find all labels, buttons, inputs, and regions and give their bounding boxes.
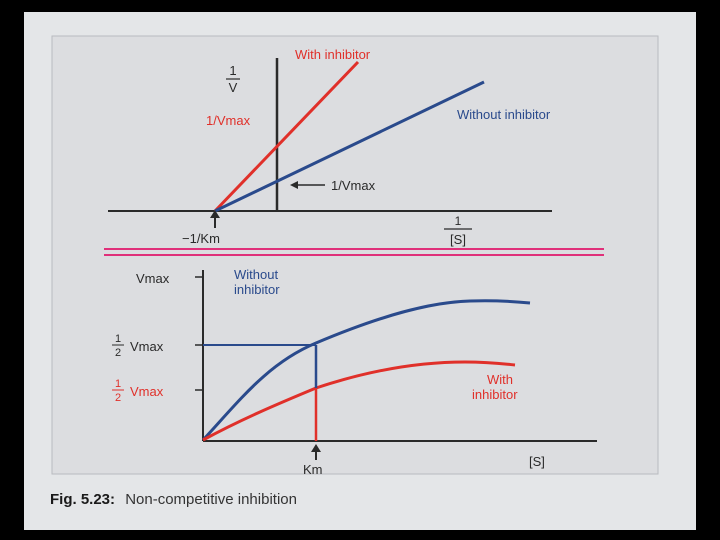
half-vmax-blue-den: 2 [115, 347, 121, 359]
km-arrow-head [311, 444, 321, 452]
caption-text: Non-competitive inhibition [125, 491, 297, 508]
half-vmax-red-text: Vmax [130, 384, 164, 399]
bottom-without-inhibitor-label-2: inhibitor [234, 282, 280, 297]
top-y-label-den: V [229, 80, 238, 95]
top-y-label-num: 1 [229, 63, 236, 78]
top-with-inhibitor-label: With inhibitor [295, 47, 371, 62]
half-vmax-red-den: 2 [115, 392, 121, 404]
half-vmax-blue-num: 1 [115, 333, 121, 345]
blue-intercept-arrow-head [290, 181, 298, 189]
half-vmax-blue-text: Vmax [130, 339, 164, 354]
bottom-x-axis-label: [S] [529, 454, 545, 469]
bottom-with-inhibitor-label-2: inhibitor [472, 387, 518, 402]
caption-label: Fig. 5.23: [50, 491, 115, 508]
bottom-with-inhibitor-curve [202, 360, 516, 442]
top-red-intercept-label: 1/Vmax [206, 113, 251, 128]
top-without-inhibitor-line [214, 80, 485, 213]
top-blue-intercept-label: 1/Vmax [331, 178, 376, 193]
michaelis-menten-plot: Vmax 1 2 Vmax 1 2 Vmax Without inhibitor… [112, 267, 597, 477]
top-x-label-num: 1 [455, 214, 462, 228]
half-vmax-red-num: 1 [115, 378, 121, 390]
top-x-label-den: [S] [450, 232, 466, 247]
bottom-without-inhibitor-label-1: Without [234, 267, 278, 282]
top-without-inhibitor-label: Without inhibitor [457, 107, 551, 122]
x-intercept-arrow-head [210, 210, 220, 218]
caption: Fig. 5.23: Non-competitive inhibition [50, 491, 297, 508]
lineweaver-burk-plot: 1 V With inhibitor Without inhibitor 1/V… [108, 47, 552, 247]
bottom-with-inhibitor-label-1: With [487, 372, 513, 387]
top-x-intercept-label: −1/Km [182, 231, 220, 246]
top-with-inhibitor-line [213, 60, 360, 213]
km-label: Km [303, 462, 323, 477]
bottom-without-inhibitor-curve [201, 299, 531, 442]
vmax-label: Vmax [136, 271, 170, 286]
